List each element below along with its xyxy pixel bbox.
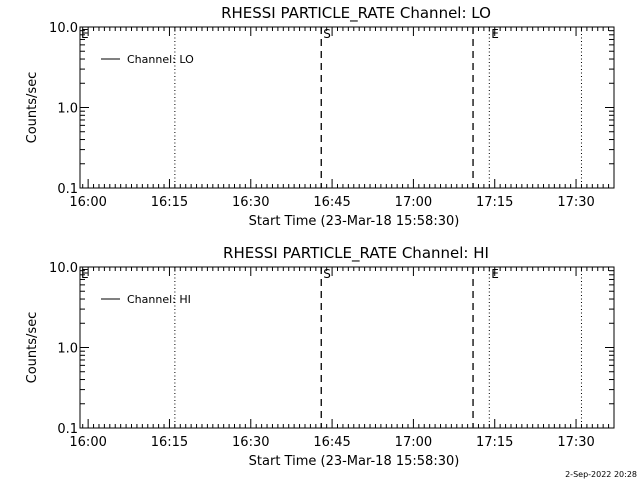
x-tick-label: 16:00 xyxy=(69,195,106,210)
x-axis-label: Start Time (23-Mar-18 15:58:30) xyxy=(249,214,460,229)
x-tick-label: 16:30 xyxy=(232,435,269,450)
event-marker-label: E xyxy=(81,27,89,41)
x-tick-label: 16:45 xyxy=(313,435,350,450)
x-tick-label: 17:15 xyxy=(476,435,513,450)
x-axis-label: Start Time (23-Mar-18 15:58:30) xyxy=(249,454,460,469)
event-marker-label: E xyxy=(491,267,499,281)
plot-timestamp: 2-Sep-2022 20:28 xyxy=(565,470,637,479)
plot-frame xyxy=(79,266,615,429)
x-tick-label: 16:45 xyxy=(313,195,350,210)
legend-label: Channel: HI xyxy=(127,293,191,306)
x-tick-label: 17:30 xyxy=(557,435,594,450)
chart-title: RHESSI PARTICLE_RATE Channel: LO xyxy=(221,4,491,23)
chart-title: RHESSI PARTICLE_RATE Channel: HI xyxy=(223,244,489,263)
event-marker-label: S xyxy=(323,27,331,41)
event-marker-label: E xyxy=(491,27,499,41)
y-tick-label: 10.0 xyxy=(49,261,78,276)
x-tick-label: 17:00 xyxy=(395,195,432,210)
y-tick-label: 10.0 xyxy=(49,21,78,36)
y-tick-label: 0.1 xyxy=(57,182,78,197)
x-tick-label: 16:30 xyxy=(232,195,269,210)
y-tick-label: 1.0 xyxy=(57,342,78,357)
x-tick-label: 16:00 xyxy=(69,435,106,450)
x-tick-label: 17:15 xyxy=(476,195,513,210)
y-axis-label: Counts/sec xyxy=(25,312,40,384)
y-tick-label: 1.0 xyxy=(57,102,78,117)
event-marker-label: S xyxy=(323,267,331,281)
event-marker-label: E xyxy=(81,267,89,281)
y-tick-label: 0.1 xyxy=(57,422,78,437)
y-axis-label: Counts/sec xyxy=(25,72,40,144)
x-tick-label: 17:30 xyxy=(557,195,594,210)
plot-frame xyxy=(79,26,615,189)
legend-label: Channel: LO xyxy=(127,53,194,66)
x-tick-label: 17:00 xyxy=(395,435,432,450)
x-tick-label: 16:15 xyxy=(151,435,188,450)
x-tick-label: 16:15 xyxy=(151,195,188,210)
